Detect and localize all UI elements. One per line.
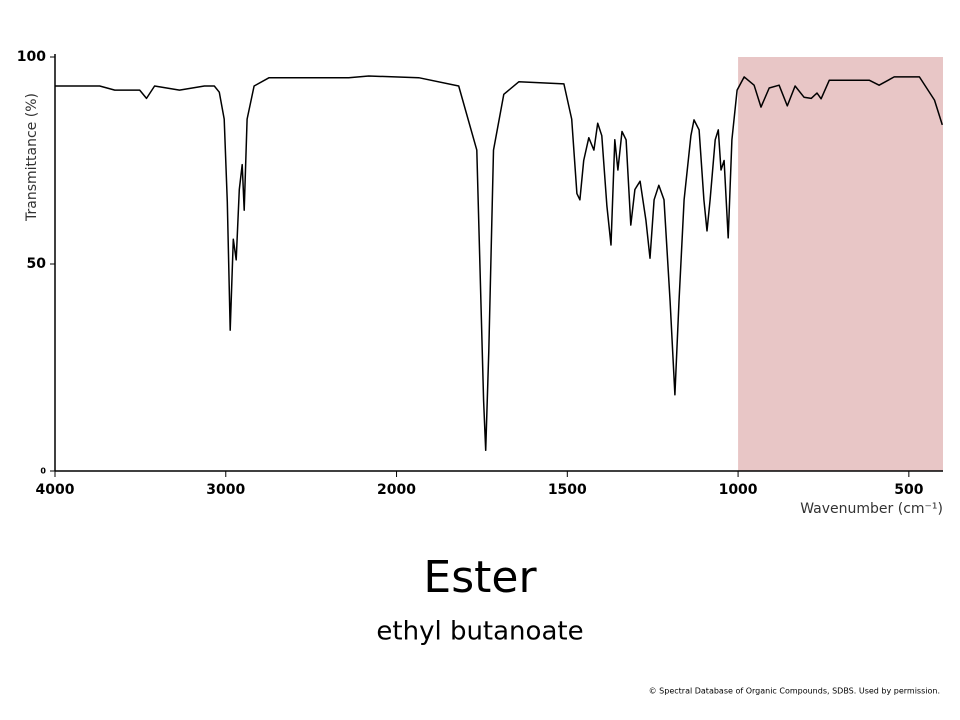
x-tick-label: 500 xyxy=(894,482,923,498)
x-tick-label: 1500 xyxy=(548,482,587,498)
x-tick-label: 3000 xyxy=(206,482,245,498)
y-tick-label: 50 xyxy=(27,256,47,272)
spectrum-line xyxy=(55,75,944,452)
chart-title: Ester xyxy=(423,552,537,603)
y-tick-label: 100 xyxy=(17,49,46,65)
chart-subtitle: ethyl butanoate xyxy=(376,617,583,647)
y-tick-label: 0 xyxy=(40,467,46,476)
x-axis-label: Wavenumber (cm⁻¹) xyxy=(800,501,943,517)
shaded-region xyxy=(738,57,943,471)
y-axis-label: Transmittance (%) xyxy=(24,93,40,222)
x-tick-label: 2000 xyxy=(377,482,416,498)
x-tick-label: 4000 xyxy=(36,482,75,498)
x-tick-label: 1000 xyxy=(719,482,758,498)
credit: © Spectral Database of Organic Compounds… xyxy=(649,687,940,696)
